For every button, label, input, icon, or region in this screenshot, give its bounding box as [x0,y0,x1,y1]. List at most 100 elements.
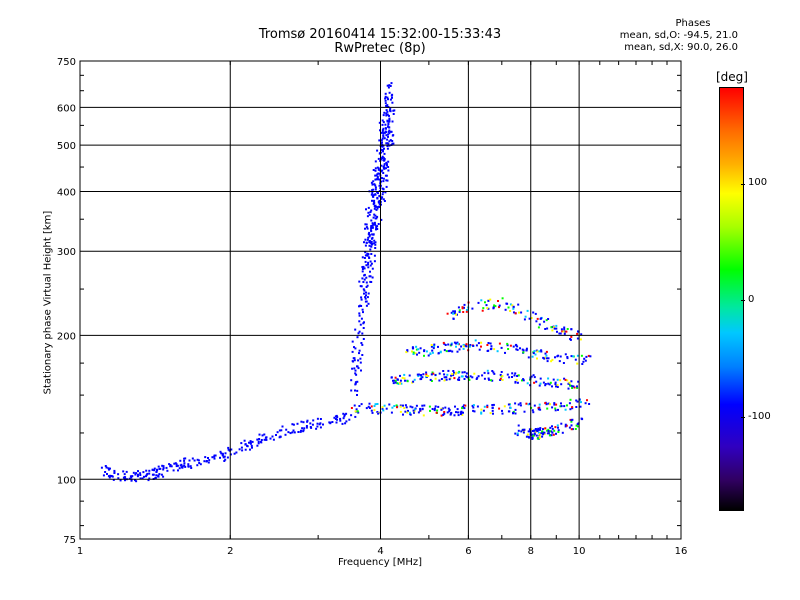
data-point [145,475,147,478]
data-point [387,130,390,133]
data-point [393,379,396,382]
data-point [461,306,464,309]
chart-subtitle: RwPretec (8p) [334,41,426,56]
data-point [386,120,389,123]
data-point [425,350,428,353]
data-point [563,330,566,333]
y-tick-label: 750 [57,57,76,68]
data-point [353,357,356,360]
data-point [433,409,436,412]
data-point [544,352,547,355]
data-point [373,242,376,245]
data-point [436,409,439,412]
data-point [511,376,513,378]
data-point [381,129,384,132]
data-point [452,310,455,313]
data-point [378,206,381,208]
data-point [361,343,364,346]
data-point [575,399,578,402]
data-point [373,239,376,242]
data-point [455,411,457,414]
data-point [131,475,134,478]
data-point [399,410,402,413]
data-point [362,327,365,329]
data-point [462,347,465,350]
data-point [381,407,384,410]
data-point [107,467,110,470]
data-point [374,204,377,207]
data-point [558,360,561,363]
data-point [556,384,559,387]
data-point [520,311,523,314]
data-point [188,459,191,462]
data-point [356,380,359,383]
data-point [386,164,388,167]
data-point [531,430,534,432]
data-point [565,330,568,333]
data-point [390,82,393,85]
data-point [394,381,397,384]
data-point [263,438,266,441]
data-point [223,460,226,462]
data-point [291,423,294,426]
data-point [109,474,112,477]
data-point [156,468,158,471]
data-point [399,404,402,407]
data-point [564,353,567,356]
data-point [287,431,290,434]
data-point [191,457,194,460]
data-point [249,441,252,444]
data-point [141,477,144,480]
data-point [538,436,541,439]
data-point [374,174,377,177]
data-point [499,373,502,376]
data-point [457,414,460,417]
data-point [427,354,430,357]
data-point [391,101,394,104]
data-point [400,382,403,385]
data-point [367,266,370,269]
data-point [362,265,365,268]
data-point [386,179,389,182]
data-point [534,312,537,315]
data-point [354,383,357,386]
data-point [563,328,566,331]
data-point [387,125,390,128]
data-point [384,99,387,102]
data-point [378,195,381,198]
data-point [551,385,553,388]
data-point [450,374,453,377]
data-point [425,373,428,376]
data-point [358,320,361,323]
data-point [396,378,399,381]
data-point [334,418,337,420]
data-point [483,371,486,374]
data-point [388,117,391,120]
data-point [388,132,391,135]
data-point [369,275,372,278]
data-point [213,455,216,458]
data-point [383,111,386,114]
data-point [443,379,446,382]
data-point [576,400,579,403]
data-point [454,405,456,408]
data-point [532,352,535,355]
data-point [367,206,370,209]
data-point [522,351,525,354]
data-point [154,477,157,479]
data-point [383,159,385,162]
data-point [443,376,446,379]
data-point [529,384,532,387]
data-point [365,208,367,211]
data-point [384,97,387,100]
data-point [483,405,486,408]
data-point [385,134,388,137]
data-point [395,404,398,407]
data-point [488,378,490,381]
data-point [532,374,535,377]
data-point [148,472,151,475]
data-point [491,379,494,382]
y-tick-label: 200 [57,331,76,342]
data-point [514,402,517,405]
data-point [514,380,517,383]
